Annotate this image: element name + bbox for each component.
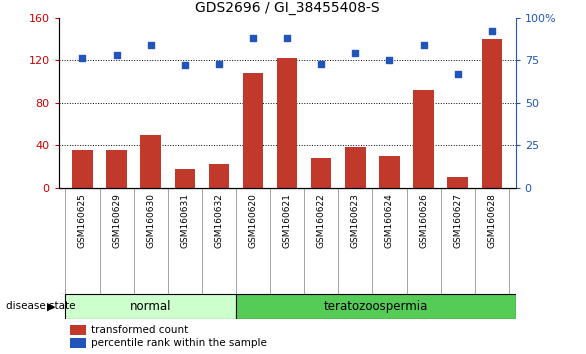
Bar (243, 73, 263, 188)
Text: GSM160621: GSM160621 (282, 193, 292, 248)
Point (350, 51, 360, 56)
Text: GSM160628: GSM160628 (488, 193, 496, 248)
Text: transformed count: transformed count (91, 325, 188, 335)
Text: GSM160630: GSM160630 (146, 193, 155, 248)
Point (316, 61, 326, 67)
Bar (175, 169, 195, 188)
Bar (379, 156, 400, 188)
Bar (209, 164, 229, 188)
Text: GSM160623: GSM160623 (351, 193, 360, 248)
Bar (482, 39, 502, 188)
Point (282, 35, 292, 41)
Text: percentile rank within the sample: percentile rank within the sample (91, 338, 267, 348)
Point (180, 62, 189, 68)
Bar (277, 58, 297, 188)
Text: GSM160626: GSM160626 (419, 193, 428, 248)
Point (146, 42, 155, 48)
Bar (106, 150, 127, 188)
Bar (236, 294, 516, 319)
Text: disease state: disease state (6, 301, 76, 311)
Point (78, 56, 87, 61)
Point (487, 28, 496, 34)
Text: GSM160622: GSM160622 (317, 193, 326, 248)
Bar (413, 90, 434, 188)
Text: GSM160625: GSM160625 (78, 193, 87, 248)
Bar (66, 294, 236, 319)
Bar (311, 158, 332, 188)
Bar (448, 177, 468, 188)
Bar (345, 147, 366, 188)
Point (385, 57, 394, 63)
Point (214, 61, 224, 67)
Text: GSM160624: GSM160624 (385, 193, 394, 248)
Text: GSM160631: GSM160631 (180, 193, 189, 248)
Text: GSM160620: GSM160620 (248, 193, 257, 248)
Text: teratozoospermia: teratozoospermia (323, 300, 428, 313)
Title: GDS2696 / GI_38455408-S: GDS2696 / GI_38455408-S (195, 1, 380, 15)
Point (453, 71, 462, 76)
Point (112, 52, 121, 58)
Point (419, 42, 428, 48)
Bar (72, 150, 93, 188)
Text: ▶: ▶ (47, 301, 56, 311)
Point (248, 35, 258, 41)
Text: normal: normal (130, 300, 172, 313)
Text: GSM160629: GSM160629 (112, 193, 121, 248)
Bar (141, 135, 161, 188)
Text: GSM160632: GSM160632 (214, 193, 223, 248)
Text: GSM160627: GSM160627 (453, 193, 462, 248)
